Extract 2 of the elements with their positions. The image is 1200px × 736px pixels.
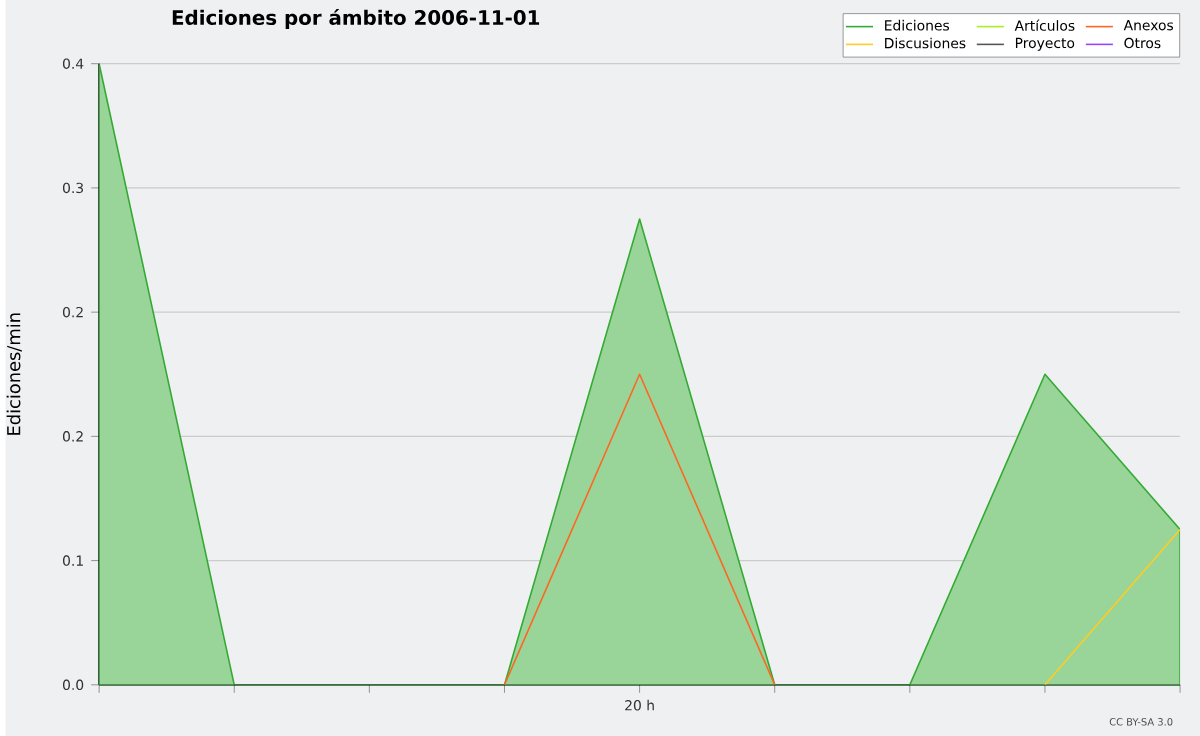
chart-title: Ediciones por ámbito 2006-11-01: [172, 8, 540, 29]
y-axis-title: Ediciones/min: [6, 313, 22, 435]
